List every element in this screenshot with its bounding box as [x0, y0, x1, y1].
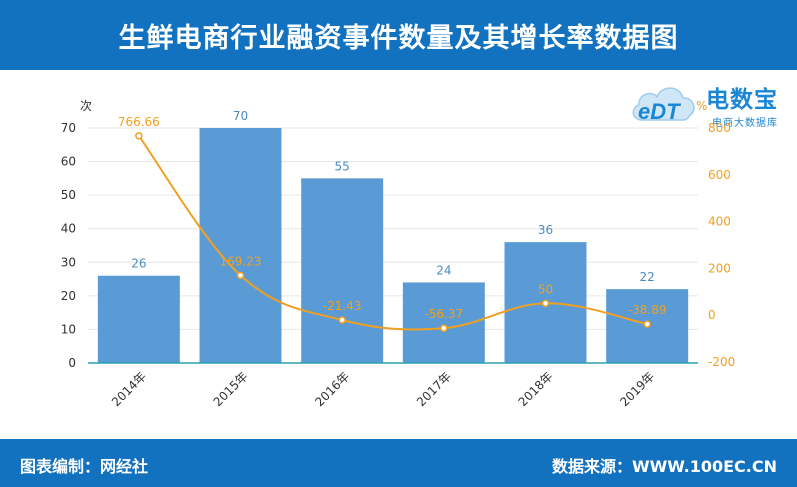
y-tick-label: 50 — [61, 188, 76, 202]
x-tick-label: 2014年 — [109, 369, 149, 409]
growth-point — [135, 132, 143, 140]
footer-bar: 图表编制：网经社 数据来源：WWW.100EC.CN — [0, 439, 797, 487]
y-tick-label: 30 — [61, 255, 76, 269]
x-tick-label: 2017年 — [414, 369, 454, 409]
y-tick-label: 40 — [61, 222, 76, 236]
growth-value-label: 50 — [538, 282, 553, 296]
logo-subtitle: 电商大数据库 — [712, 118, 778, 129]
bar-value-label: 70 — [233, 109, 248, 123]
bar-value-label: 22 — [640, 270, 655, 284]
x-tick-label: 2019年 — [617, 369, 657, 409]
y2-tick-label: 800 — [708, 121, 731, 135]
growth-value-label: -56.37 — [424, 307, 463, 321]
growth-value-label: -38.89 — [628, 303, 667, 317]
bar-value-label: 36 — [538, 223, 553, 237]
y2-tick-label: 600 — [708, 168, 731, 182]
bar-value-label: 26 — [131, 257, 146, 271]
chart-title: 生鲜电商行业融资事件数量及其增长率数据图 — [118, 22, 679, 54]
cloud-icon: eDT — [632, 87, 695, 124]
bar — [199, 128, 282, 363]
x-tick-label: 2018年 — [516, 369, 556, 409]
x-tick-label: 2016年 — [312, 369, 352, 409]
y-tick-label: 10 — [61, 322, 76, 336]
x-tick-label: 2015年 — [211, 369, 251, 409]
footer-compiler: 图表编制：网经社 — [20, 457, 149, 476]
bar — [97, 275, 180, 363]
growth-value-label: -21.43 — [323, 299, 362, 313]
growth-point — [440, 324, 448, 332]
bar-value-label: 24 — [436, 263, 451, 277]
edt-logo: eDT 电数宝 电商大数据库 — [628, 74, 793, 132]
y-tick-label: 60 — [61, 155, 76, 169]
y2-tick-label: 200 — [708, 261, 731, 275]
y2-tick-label: 0 — [708, 308, 716, 322]
footer-source: 数据来源：WWW.100EC.CN — [551, 457, 777, 476]
growth-point — [236, 271, 245, 280]
gridlines — [88, 127, 698, 330]
y2-tick-label: 400 — [708, 215, 731, 229]
y2-tick-label: -200 — [708, 355, 735, 369]
y-tick-label: 70 — [61, 121, 76, 135]
bars — [97, 128, 689, 363]
bar — [301, 178, 384, 363]
chart: 0 10 20 30 40 50 60 70 -200 0 200 400 600 800 次 % 26 2014… — [61, 99, 736, 409]
bar-value-label: 55 — [335, 159, 350, 173]
header-bar: 生鲜电商行业融资事件数量及其增长率数据图 — [0, 0, 797, 70]
growth-line — [135, 132, 651, 332]
growth-value-label: 169.23 — [220, 254, 262, 268]
growth-line-path — [138, 135, 648, 331]
y-tick-label: 0 — [68, 356, 76, 370]
y-axis-label: 次 — [80, 99, 92, 113]
y-tick-label: 20 — [61, 289, 76, 303]
y2-axis-label: % — [696, 99, 707, 113]
logo-name: 电数宝 — [706, 87, 778, 113]
logo-badge: eDT — [638, 99, 681, 124]
growth-point — [643, 320, 651, 328]
growth-point — [338, 316, 346, 324]
growth-point — [541, 299, 550, 308]
growth-value-label: 766.66 — [118, 115, 160, 129]
